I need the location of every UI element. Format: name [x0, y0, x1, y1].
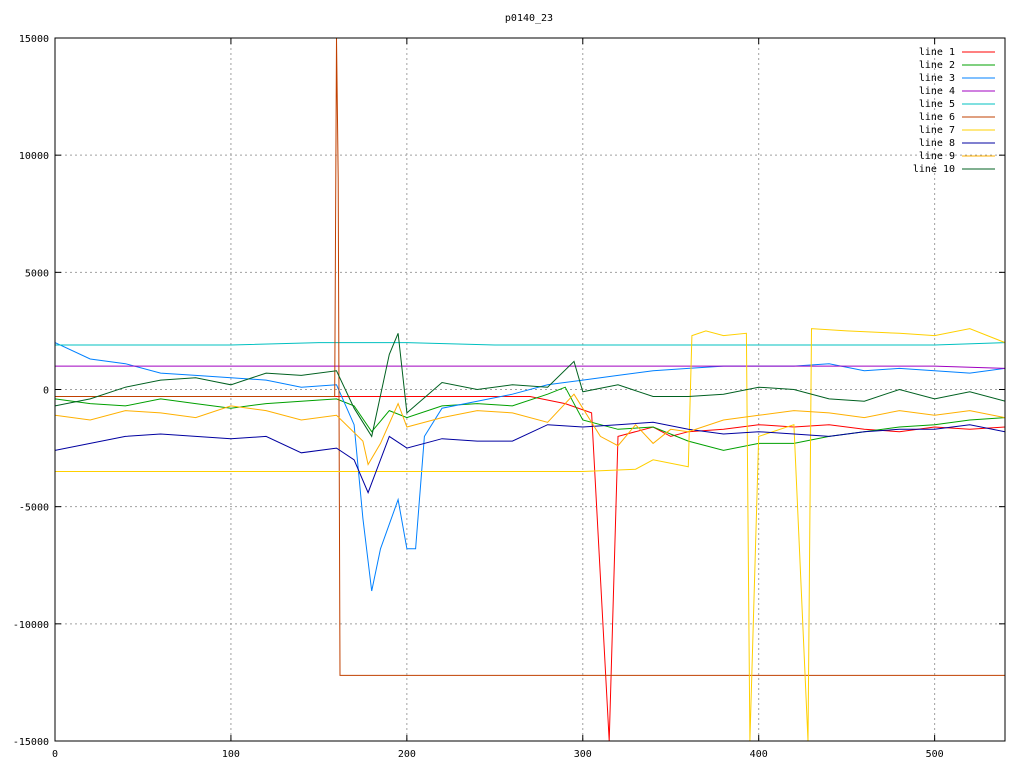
x-tick-label: 400 — [750, 749, 768, 760]
y-tick-label: 15000 — [19, 34, 49, 45]
x-tick-label: 100 — [222, 749, 240, 760]
series-lines — [55, 38, 1005, 741]
x-tick-label: 300 — [574, 749, 592, 760]
y-tick-label: 5000 — [25, 268, 49, 279]
legend-label: line 7 — [919, 125, 955, 136]
y-tick-label: -15000 — [13, 737, 49, 748]
y-tick-label: -5000 — [19, 503, 49, 514]
chart-title: p0140_23 — [505, 13, 553, 24]
grid-lines — [55, 38, 1005, 741]
legend: line 1 line 2 line 3 line 4 line 5 line 6 line… — [913, 47, 995, 175]
y-tick-label: -10000 — [13, 620, 49, 631]
series-line-4 — [55, 365, 1005, 369]
series-line-5 — [55, 342, 1005, 346]
x-tick-label: 0 — [52, 749, 58, 760]
series-line-1 — [55, 396, 1005, 741]
axis-ticks: 0 100 200 300 400 500 -15000 -10000 -5000 0 5000 10… — [13, 34, 1005, 760]
legend-label: line 4 — [919, 86, 955, 97]
legend-label: line 2 — [919, 60, 955, 71]
x-tick-label: 500 — [926, 749, 944, 760]
legend-label: line 6 — [919, 112, 955, 123]
series-line-8 — [55, 421, 1005, 494]
series-line-10 — [55, 333, 1005, 438]
y-tick-label: 0 — [43, 386, 49, 397]
series-line-9 — [55, 393, 1005, 466]
series-line-7 — [55, 328, 1005, 741]
legend-label: line 9 — [919, 151, 955, 162]
series-line-3 — [55, 342, 1005, 592]
legend-label: line 1 — [919, 47, 955, 58]
y-tick-label: 10000 — [19, 151, 49, 162]
legend-label: line 3 — [919, 73, 955, 84]
series-line-6 — [55, 38, 1005, 676]
legend-label: line 8 — [919, 138, 955, 149]
legend-label: line 10 — [913, 164, 955, 175]
x-tick-label: 200 — [398, 749, 416, 760]
legend-label: line 5 — [919, 99, 955, 110]
